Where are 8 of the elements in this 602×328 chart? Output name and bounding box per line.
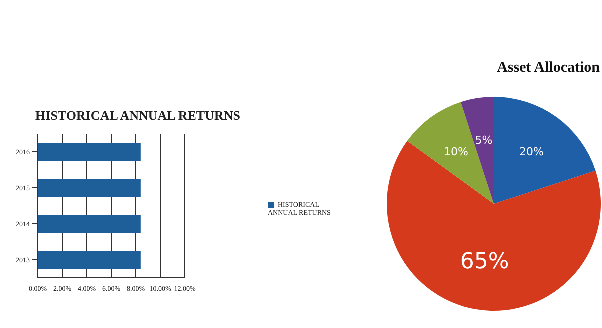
data-label: 5% — [475, 134, 493, 148]
data-label: 10% — [444, 146, 468, 159]
pie-slice — [494, 97, 596, 204]
pie-slice — [407, 102, 494, 204]
chart-title: HISTORICAL ANNUAL RETURNS — [34, 108, 242, 124]
data-label: 65% — [460, 250, 510, 275]
chart-title: Asset Allocation — [496, 60, 600, 77]
data-label: 20% — [520, 146, 544, 159]
